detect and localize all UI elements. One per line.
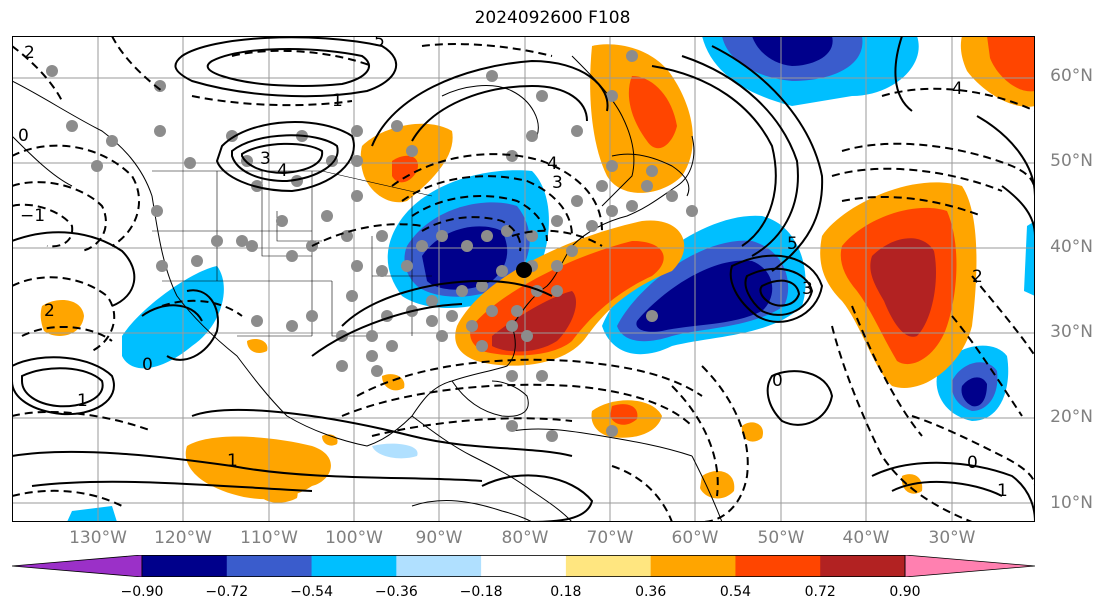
- colorbar-tick-label: 0.36: [635, 584, 667, 600]
- lon-label: 30°W: [928, 528, 976, 548]
- colorbar-bin: [650, 555, 736, 577]
- colorbar-bin: [565, 555, 652, 577]
- contour-label: 4: [277, 161, 288, 181]
- colorbar-tick-label: −0.72: [205, 584, 249, 600]
- lon-label: 50°W: [757, 528, 805, 548]
- contour-label: 2: [44, 301, 55, 321]
- colorbar-bin: [735, 555, 821, 577]
- colorbar-bin: [481, 555, 567, 577]
- contour-label: 4: [952, 79, 963, 99]
- lat-label: 20°N: [1050, 407, 1093, 427]
- map-panel: 2 3 4 5 1 0 −1 2 3 4 5 3 4 1 0 2 1 0 0 1: [12, 36, 1035, 522]
- lat-label: 30°N: [1050, 322, 1093, 342]
- contour-label-group: 2 3 4 5 1 0 −1 2 3 4 5 3 4 1 0 2 1 0 0 1: [18, 36, 1008, 501]
- lon-label: 70°W: [586, 528, 634, 548]
- contour-label: 1: [227, 451, 238, 471]
- lon-label: 110°W: [240, 528, 298, 548]
- colorbar-tick-label: −0.54: [290, 584, 333, 600]
- lat-label: 40°N: [1050, 237, 1093, 257]
- map-frame: [12, 36, 1035, 522]
- positive-contours: [12, 36, 1035, 522]
- lon-label: 60°W: [671, 528, 719, 548]
- contour-label: 5: [787, 234, 798, 254]
- lat-label: 10°N: [1050, 493, 1093, 513]
- contour-label: 0: [142, 355, 153, 375]
- colorbar-bin: [142, 555, 228, 577]
- colorbar-tick-label: 0.72: [804, 584, 836, 600]
- colorbar-tick-label: −0.36: [374, 584, 418, 600]
- colorbar-bin: [226, 555, 313, 577]
- lat-label: 50°N: [1050, 151, 1093, 171]
- contour-label: 2: [24, 43, 35, 63]
- negative-anomaly-shading: [67, 36, 1035, 522]
- lat-label: 60°N: [1050, 66, 1093, 86]
- lon-label: 40°W: [842, 528, 890, 548]
- map-canvas: 2 3 4 5 1 0 −1 2 3 4 5 3 4 1 0 2 1 0 0 1: [12, 36, 1035, 522]
- colorbar-tick-label: 0.54: [719, 584, 752, 600]
- colorbar-bin: [311, 555, 397, 577]
- cyclone-center-marker: [516, 262, 532, 278]
- colorbar-tick-label: −0.90: [120, 584, 164, 600]
- lon-label: 90°W: [415, 528, 463, 548]
- contour-label: 3: [260, 149, 271, 169]
- colorbar-extend-min: [12, 555, 143, 577]
- colorbar-extend-max: [904, 555, 1035, 577]
- lon-label: 120°W: [154, 528, 212, 548]
- colorbar-frame: [141, 555, 906, 577]
- contour-label: 5: [374, 36, 385, 51]
- colorbar-tick-label: 0.18: [550, 584, 582, 600]
- contour-label: 3: [552, 173, 563, 193]
- colorbar-tick-label: 0.90: [889, 584, 921, 600]
- contour-label: 0: [772, 371, 783, 391]
- colorbar-bin: [396, 555, 482, 577]
- negative-contours: [12, 36, 1035, 522]
- contour-label: 1: [997, 481, 1008, 501]
- contour-label: 4: [547, 154, 558, 174]
- lon-label: 80°W: [501, 528, 549, 548]
- contour-label: 1: [77, 391, 88, 411]
- map-title: 2024092600 F108: [474, 8, 631, 28]
- contour-label: −1: [20, 206, 45, 226]
- contour-label: 2: [972, 267, 983, 287]
- contour-label: 0: [18, 126, 29, 146]
- contour-label: 0: [967, 453, 978, 473]
- colorbar-bin: [820, 555, 906, 577]
- lon-label: 130°W: [69, 528, 127, 548]
- contour-label: 1: [332, 91, 343, 111]
- contour-label: 3: [802, 279, 813, 299]
- colorbar-tick-label: −0.18: [459, 584, 503, 600]
- colorbar: [12, 555, 1035, 577]
- lon-label: 100°W: [325, 528, 383, 548]
